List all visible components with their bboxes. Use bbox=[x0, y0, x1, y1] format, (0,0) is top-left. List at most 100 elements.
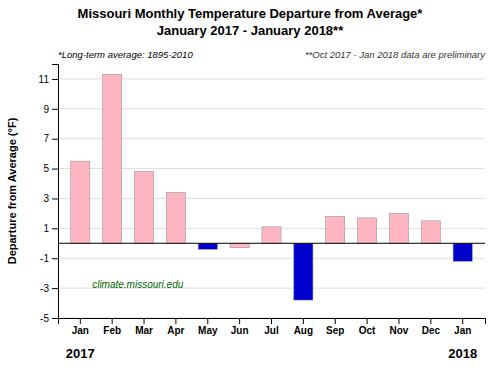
x-tick-mark bbox=[430, 318, 431, 324]
y-tick-label: -3 bbox=[40, 283, 49, 294]
y-tick: -1 bbox=[40, 253, 58, 264]
x-tick-label: Dec bbox=[422, 325, 441, 336]
y-tick-mark bbox=[52, 288, 58, 289]
x-tick: Mar bbox=[135, 318, 153, 336]
footnote: **Oct 2017 - Jan 2018 data are prelimina… bbox=[305, 49, 486, 60]
x-tick-label: Jan bbox=[454, 325, 471, 336]
y-tick-mark bbox=[52, 169, 58, 170]
y-tick-mark bbox=[52, 258, 58, 259]
x-tick-mark bbox=[112, 318, 113, 324]
y-tick: 5 bbox=[43, 163, 58, 174]
x-tick: Oct bbox=[359, 318, 376, 336]
x-tick: Nov bbox=[390, 318, 409, 336]
x-tick-label: Oct bbox=[359, 325, 376, 336]
x-axis: Jan Feb Mar Apr May Jun Jul Aug Sep Oct Nov Dec Jan bbox=[59, 318, 486, 336]
x-tick-mark bbox=[207, 318, 208, 324]
x-tick-label: Feb bbox=[103, 325, 121, 336]
y-tick: -3 bbox=[40, 283, 58, 294]
x-tick-label: Sep bbox=[326, 325, 344, 336]
baseline bbox=[58, 243, 485, 244]
y-tick-mark bbox=[52, 228, 58, 229]
grid-line bbox=[58, 198, 485, 199]
x-tick-label: Aug bbox=[294, 325, 313, 336]
x-tick: Aug bbox=[294, 318, 313, 336]
footnote: *Long-term average: 1895-2010 bbox=[58, 49, 193, 60]
title: Missouri Monthly Temperature Departure f… bbox=[78, 6, 424, 21]
x-tick: Feb bbox=[103, 318, 121, 336]
y-axis: -5 -3 -1 1 3 5 7 9 11 bbox=[39, 65, 59, 324]
bar bbox=[230, 243, 249, 247]
y-tick-label: 9 bbox=[43, 104, 49, 115]
grid-line bbox=[58, 258, 485, 259]
watermark: climate.missouri.edu bbox=[92, 279, 184, 290]
grid-line bbox=[58, 108, 485, 109]
y-tick-label: 3 bbox=[43, 193, 49, 204]
year-label: 2018 bbox=[448, 346, 477, 361]
x-tick-mark bbox=[335, 318, 336, 324]
bar bbox=[294, 243, 313, 300]
bar bbox=[103, 74, 122, 243]
x-tick: Dec bbox=[422, 318, 441, 336]
x-tick: Jan bbox=[72, 318, 89, 336]
x-tick-mark bbox=[303, 318, 304, 324]
y-tick-label: 7 bbox=[43, 133, 49, 144]
y-tick: 7 bbox=[43, 133, 58, 144]
grid-line bbox=[58, 168, 485, 169]
x-tick-label: Jun bbox=[231, 325, 249, 336]
y-tick-mark bbox=[52, 318, 58, 319]
x-tick-label: Mar bbox=[135, 325, 153, 336]
y-tick-label: -1 bbox=[40, 253, 49, 264]
bar bbox=[358, 218, 377, 243]
y-tick: 9 bbox=[43, 104, 58, 115]
bar bbox=[71, 161, 90, 243]
y-tick-mark bbox=[52, 79, 58, 80]
bar bbox=[198, 243, 217, 249]
x-tick-label: May bbox=[198, 325, 218, 336]
bars bbox=[71, 74, 473, 300]
bar bbox=[134, 172, 153, 244]
year-label: 2017 bbox=[66, 346, 95, 361]
chart: Missouri Monthly Temperature Departure f… bbox=[0, 0, 500, 370]
x-tick-mark bbox=[175, 318, 176, 324]
x-tick-mark bbox=[239, 318, 240, 324]
x-axis-line bbox=[59, 319, 486, 325]
y-tick-label: -5 bbox=[40, 313, 49, 324]
y-tick-mark bbox=[52, 198, 58, 199]
bar bbox=[326, 216, 345, 243]
y-tick-label: 11 bbox=[39, 74, 50, 85]
bar bbox=[262, 227, 281, 243]
y-tick: 11 bbox=[39, 74, 58, 85]
x-tick-mark bbox=[271, 318, 272, 324]
x-tick-mark bbox=[144, 318, 145, 324]
x-tick-mark bbox=[80, 318, 81, 324]
y-tick: -5 bbox=[40, 313, 58, 324]
x-tick-mark bbox=[398, 318, 399, 324]
y-tick-label: 5 bbox=[43, 163, 49, 174]
subtitle: January 2017 - January 2018** bbox=[157, 23, 344, 38]
x-tick: Jun bbox=[231, 318, 249, 336]
bar bbox=[166, 192, 185, 243]
x-tick: Apr bbox=[167, 318, 184, 336]
x-tick: May bbox=[198, 318, 218, 336]
x-tick-mark bbox=[462, 318, 463, 324]
grid bbox=[58, 79, 485, 318]
y-tick: 1 bbox=[43, 223, 58, 234]
y-tick-mark bbox=[52, 139, 58, 140]
bar bbox=[421, 221, 440, 243]
x-tick-label: Apr bbox=[167, 325, 184, 336]
grid-line bbox=[58, 78, 485, 79]
x-tick: Jan bbox=[454, 318, 471, 336]
y-tick: 3 bbox=[43, 193, 58, 204]
x-tick-label: Jan bbox=[72, 325, 89, 336]
bar bbox=[453, 243, 472, 261]
bar bbox=[389, 213, 408, 243]
x-tick-label: Jul bbox=[264, 325, 279, 336]
x-tick-mark bbox=[367, 318, 368, 324]
y-axis-title: Departure from Average (°F) bbox=[6, 117, 18, 264]
x-tick: Sep bbox=[326, 318, 344, 336]
x-tick: Jul bbox=[264, 318, 279, 336]
y-tick-label: 1 bbox=[43, 223, 49, 234]
y-axis-line bbox=[52, 65, 59, 319]
y-tick-mark bbox=[52, 109, 58, 110]
grid-line bbox=[58, 138, 485, 139]
